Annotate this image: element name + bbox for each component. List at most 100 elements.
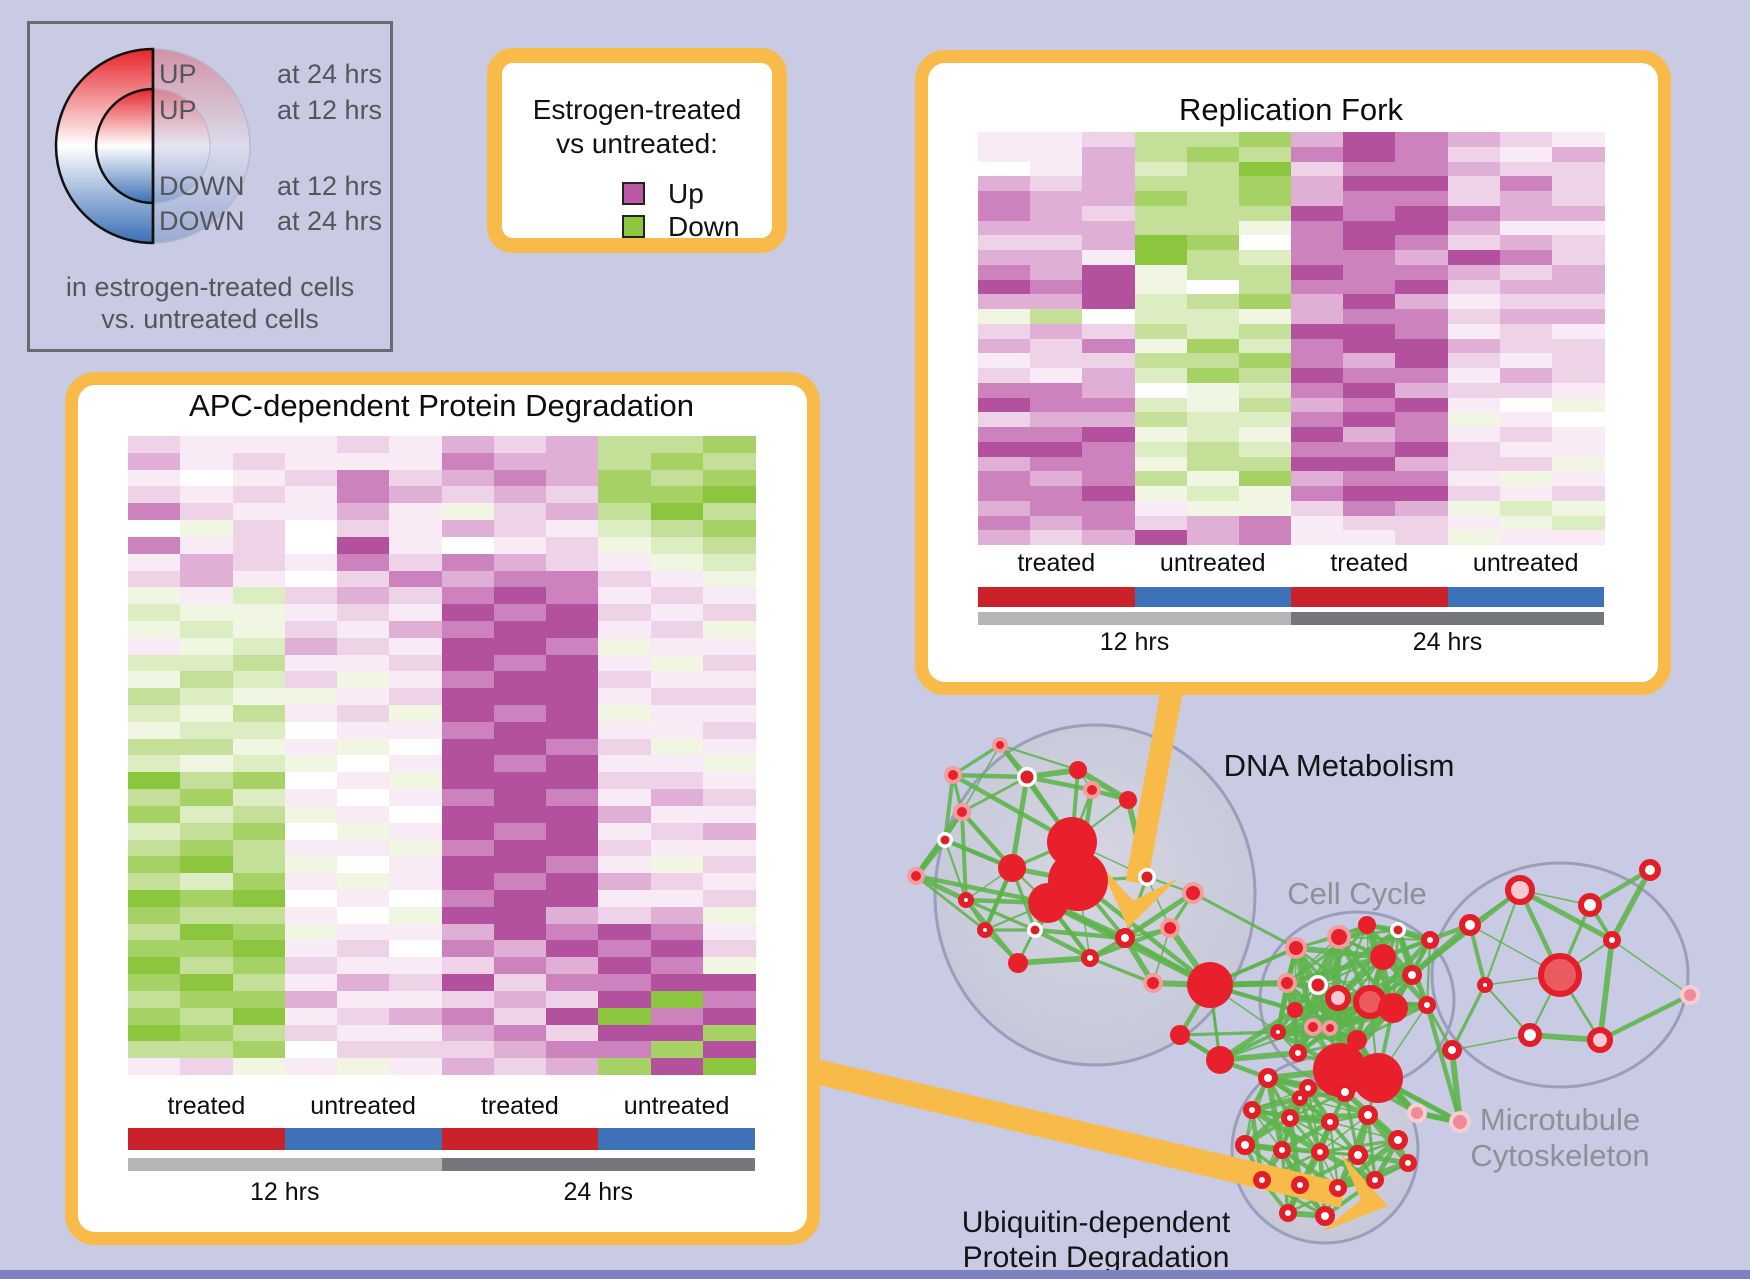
heatmap-cell [1395, 471, 1448, 486]
heatmap-cell [651, 503, 704, 520]
network-edge [1377, 1076, 1461, 1124]
network-edge [1178, 1033, 1222, 1062]
heatmap-cell [285, 486, 338, 503]
heatmap-cell [1135, 235, 1188, 250]
heatmap-cell [1187, 280, 1240, 295]
heatmap-cell [285, 1058, 338, 1075]
heatmap-cell [1552, 471, 1605, 486]
heatmap-cell [1552, 353, 1605, 368]
network-edge [1071, 841, 1148, 878]
network-edge [1017, 929, 1036, 964]
heatmap-cell [1082, 339, 1135, 354]
heatmap-cell [233, 1058, 286, 1075]
heatmap-cell [1500, 309, 1553, 324]
network-edge [1396, 1139, 1410, 1164]
heatmap-cell [389, 520, 442, 537]
network-edge [1588, 903, 1614, 942]
heatmap-cell [285, 1041, 338, 1058]
heatmap-cell [703, 671, 756, 688]
network-edge [1294, 1006, 1394, 1012]
heatmap-cell [546, 823, 599, 840]
heatmap-cell [978, 324, 1031, 339]
heatmap-cell [1187, 501, 1240, 516]
network-edge [1009, 776, 1030, 869]
heatmap-cell [1500, 191, 1553, 206]
time-color-segment [1291, 612, 1604, 625]
heatmap-cell [180, 1025, 233, 1042]
network-edge [1377, 1004, 1428, 1079]
heatmap-cell [1395, 339, 1448, 354]
network-edge [1287, 1186, 1339, 1215]
network-node [937, 832, 953, 848]
network-edge [1369, 999, 1428, 1008]
heatmap-cell [1082, 398, 1135, 413]
heatmap-cell [389, 470, 442, 487]
heatmap-cell [598, 772, 651, 789]
heatmap-cell [285, 470, 338, 487]
network-edge [1336, 1137, 1400, 1191]
heatmap-cell [1500, 486, 1553, 501]
annotation-arrow-shaft [815, 1059, 1347, 1208]
network-node [1477, 977, 1493, 993]
network-edge [1046, 878, 1080, 906]
heatmap-cell [651, 856, 704, 873]
heatmap-cell [128, 873, 181, 890]
network-edge [1316, 928, 1400, 987]
heatmap-cell [598, 823, 651, 840]
heatmap-cell [128, 991, 181, 1008]
heatmap-cell [1291, 132, 1344, 147]
heatmap-cell [651, 1041, 704, 1058]
heatmap-cell [1291, 353, 1344, 368]
network-edge [1294, 1001, 1371, 1011]
network-edge [1275, 982, 1290, 1033]
heatmap-cell [1239, 176, 1292, 191]
heatmap-cell [442, 1025, 495, 1042]
heatmap-cell [337, 873, 390, 890]
network-edge [1152, 980, 1211, 988]
heatmap-cell [703, 621, 756, 638]
heatmap-cell [1500, 265, 1553, 280]
heatmap-cell [1030, 221, 1083, 236]
heatmap-cell [1291, 427, 1344, 442]
heatmap-cell [285, 537, 338, 554]
heatmap-cell [1135, 191, 1188, 206]
network-node [1069, 761, 1087, 779]
condition-label: untreated [623, 1092, 730, 1120]
heatmap-cell [128, 890, 181, 907]
heatmap-cell [703, 554, 756, 571]
heatmap-cell [1343, 294, 1396, 309]
network-node [1459, 914, 1481, 936]
network-node [1258, 1068, 1278, 1088]
network-edge [1219, 1057, 1269, 1081]
network-edge [1311, 936, 1341, 1028]
network-edge [1277, 984, 1319, 1033]
network-node [1680, 985, 1700, 1005]
heatmap-cell [442, 789, 495, 806]
network-edge [1280, 1117, 1292, 1151]
heatmap-cell [389, 604, 442, 621]
heatmap-cell [1239, 442, 1292, 457]
heatmap-cell [337, 638, 390, 655]
heatmap-cell [703, 957, 756, 974]
network-edge [983, 867, 1014, 931]
heatmap-cell [180, 587, 233, 604]
heatmap-cell [442, 688, 495, 705]
network-edge [1337, 997, 1358, 1041]
heatmap-cell [1239, 427, 1292, 442]
heatmap-cell [598, 503, 651, 520]
network-edge [1357, 1138, 1399, 1157]
heatmap-cell [285, 453, 338, 470]
cluster-ellipse-cell-cycle [1258, 910, 1456, 1090]
network-edge [1276, 1029, 1342, 1073]
network-edge [1558, 974, 1602, 1041]
heatmap-cell [1448, 442, 1501, 457]
network-edge [1338, 936, 1413, 976]
heatmap-cell [703, 924, 756, 941]
heatmap-cell [1239, 398, 1292, 413]
condition-color-segment [128, 1128, 285, 1150]
network-edge [1329, 1121, 1376, 1181]
heatmap-cell [233, 823, 286, 840]
heatmap-cell [1135, 309, 1188, 324]
network-edge [964, 898, 1020, 965]
heatmap-cell [1082, 516, 1135, 531]
